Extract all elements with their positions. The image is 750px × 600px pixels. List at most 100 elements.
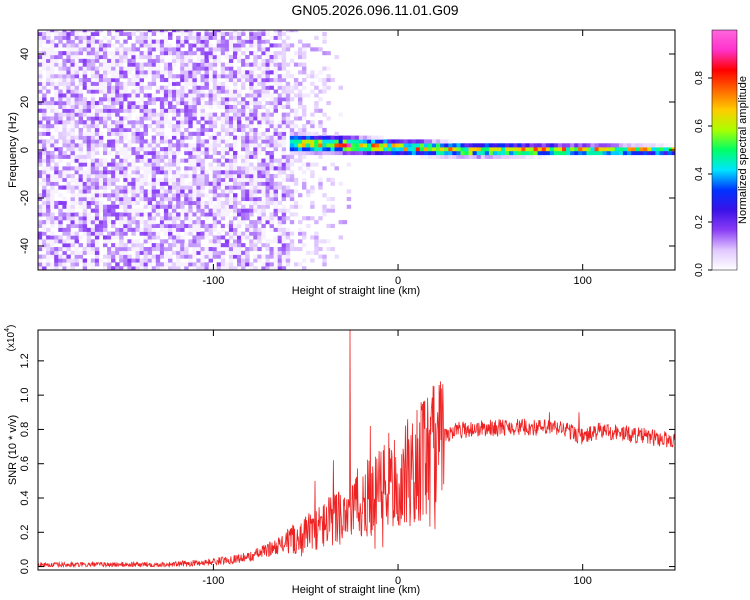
- heatmap-cell: [403, 151, 408, 156]
- heatmap-cell: [192, 131, 197, 136]
- heatmap-cell: [273, 250, 278, 255]
- heatmap-cell: [70, 250, 75, 255]
- heatmap-cell: [245, 74, 250, 79]
- heatmap-cell: [54, 166, 59, 171]
- heatmap-cell: [273, 108, 278, 113]
- heatmap-cell: [208, 197, 213, 202]
- heatmap-cell: [460, 147, 465, 152]
- heatmap-cell: [78, 223, 83, 228]
- heatmap-cell: [180, 58, 185, 63]
- heatmap-cell: [265, 74, 270, 79]
- heatmap-cell: [220, 216, 226, 221]
- heatmap-cell: [135, 166, 140, 171]
- heatmap-cell: [188, 212, 193, 217]
- heatmap-cell: [90, 97, 96, 102]
- heatmap-cell: [212, 66, 218, 71]
- heatmap-cell: [103, 239, 108, 244]
- heatmap-cell: [168, 124, 173, 129]
- snr-scale: (x104): [4, 325, 17, 352]
- heatmap-cell: [265, 101, 270, 106]
- heatmap-cell: [253, 208, 258, 213]
- heatmap-cell: [289, 58, 295, 63]
- heatmap-cell: [62, 62, 67, 67]
- heatmap-cell: [98, 162, 104, 167]
- heatmap-cell: [90, 193, 96, 198]
- heatmap-cell: [107, 43, 112, 48]
- heatmap-cell: [155, 162, 161, 167]
- heatmap-cell: [192, 212, 197, 217]
- heatmap-cell: [302, 258, 307, 263]
- heatmap-cell: [326, 143, 331, 148]
- heatmap-cell: [180, 101, 185, 106]
- heatmap-cell: [188, 55, 193, 60]
- heatmap-cell: [537, 147, 542, 152]
- heatmap-cell: [257, 101, 262, 106]
- heatmap-cell: [90, 81, 96, 86]
- heatmap-cell: [184, 120, 189, 125]
- heatmap-cell: [618, 143, 624, 148]
- heatmap-cell: [237, 43, 242, 48]
- heatmap-cell: [208, 112, 213, 117]
- heatmap-cell: [253, 112, 258, 117]
- heatmap-cell: [135, 208, 140, 213]
- heatmap-cell: [176, 216, 181, 221]
- heatmap-cell: [62, 247, 67, 252]
- heatmap-cell: [115, 74, 120, 79]
- heatmap-cell: [204, 131, 209, 136]
- heatmap-cell: [363, 151, 368, 156]
- heatmap-cell: [58, 81, 63, 86]
- heatmap-cell: [261, 131, 266, 136]
- heatmap-cell: [180, 239, 185, 244]
- heatmap-cell: [289, 43, 295, 48]
- heatmap-cell: [233, 97, 238, 102]
- heatmap-cell: [196, 89, 201, 94]
- heatmap-cell: [468, 154, 473, 159]
- heatmap-cell: [176, 227, 181, 232]
- heatmap-cell: [94, 243, 100, 248]
- heatmap-cell: [245, 58, 250, 63]
- heatmap-cell: [456, 147, 461, 152]
- heatmap-cell: [111, 258, 116, 263]
- heatmap-cell: [322, 254, 327, 259]
- heatmap-cell: [54, 162, 59, 167]
- heatmap-cell: [155, 139, 161, 144]
- heatmap-cell: [253, 154, 258, 159]
- heatmap-cell: [111, 204, 116, 209]
- heatmap-cell: [98, 39, 104, 44]
- heatmap-cell: [298, 158, 303, 163]
- heatmap-cell: [302, 235, 307, 240]
- heatmap-cell: [98, 216, 104, 221]
- heatmap-cell: [38, 231, 43, 236]
- heatmap-cell: [216, 166, 222, 171]
- heatmap-cell: [310, 216, 315, 221]
- heatmap-cell: [46, 208, 51, 213]
- heatmap-cell: [322, 112, 327, 117]
- heatmap-cell: [38, 39, 43, 44]
- heatmap-cell: [216, 93, 222, 98]
- heatmap-cell: [42, 177, 47, 182]
- heatmap-cell: [115, 31, 120, 36]
- heatmap-cell: [298, 47, 303, 52]
- heatmap-cell: [163, 108, 169, 113]
- heatmap-cell: [322, 39, 327, 44]
- heatmap-cell: [155, 223, 161, 228]
- heatmap-cell: [289, 243, 295, 248]
- heatmap-cell: [46, 116, 51, 121]
- heatmap-cell: [172, 170, 177, 175]
- heatmap-cell: [285, 62, 291, 67]
- heatmap-cell: [411, 147, 417, 152]
- heatmap-cell: [375, 151, 380, 156]
- heatmap-cell: [163, 97, 169, 102]
- heatmap-cell: [103, 70, 108, 75]
- heatmap-cell: [86, 143, 92, 148]
- heatmap-cell: [159, 193, 165, 198]
- heatmap-cell: [90, 174, 96, 179]
- heatmap-cell: [204, 39, 209, 44]
- heatmap-cell: [111, 254, 116, 259]
- heatmap-cell: [269, 174, 274, 179]
- heatmap-cell: [322, 51, 327, 56]
- heatmap-cell: [212, 181, 218, 186]
- heatmap-cell: [257, 66, 262, 71]
- heatmap-cell: [184, 74, 189, 79]
- heatmap-cell: [58, 89, 63, 94]
